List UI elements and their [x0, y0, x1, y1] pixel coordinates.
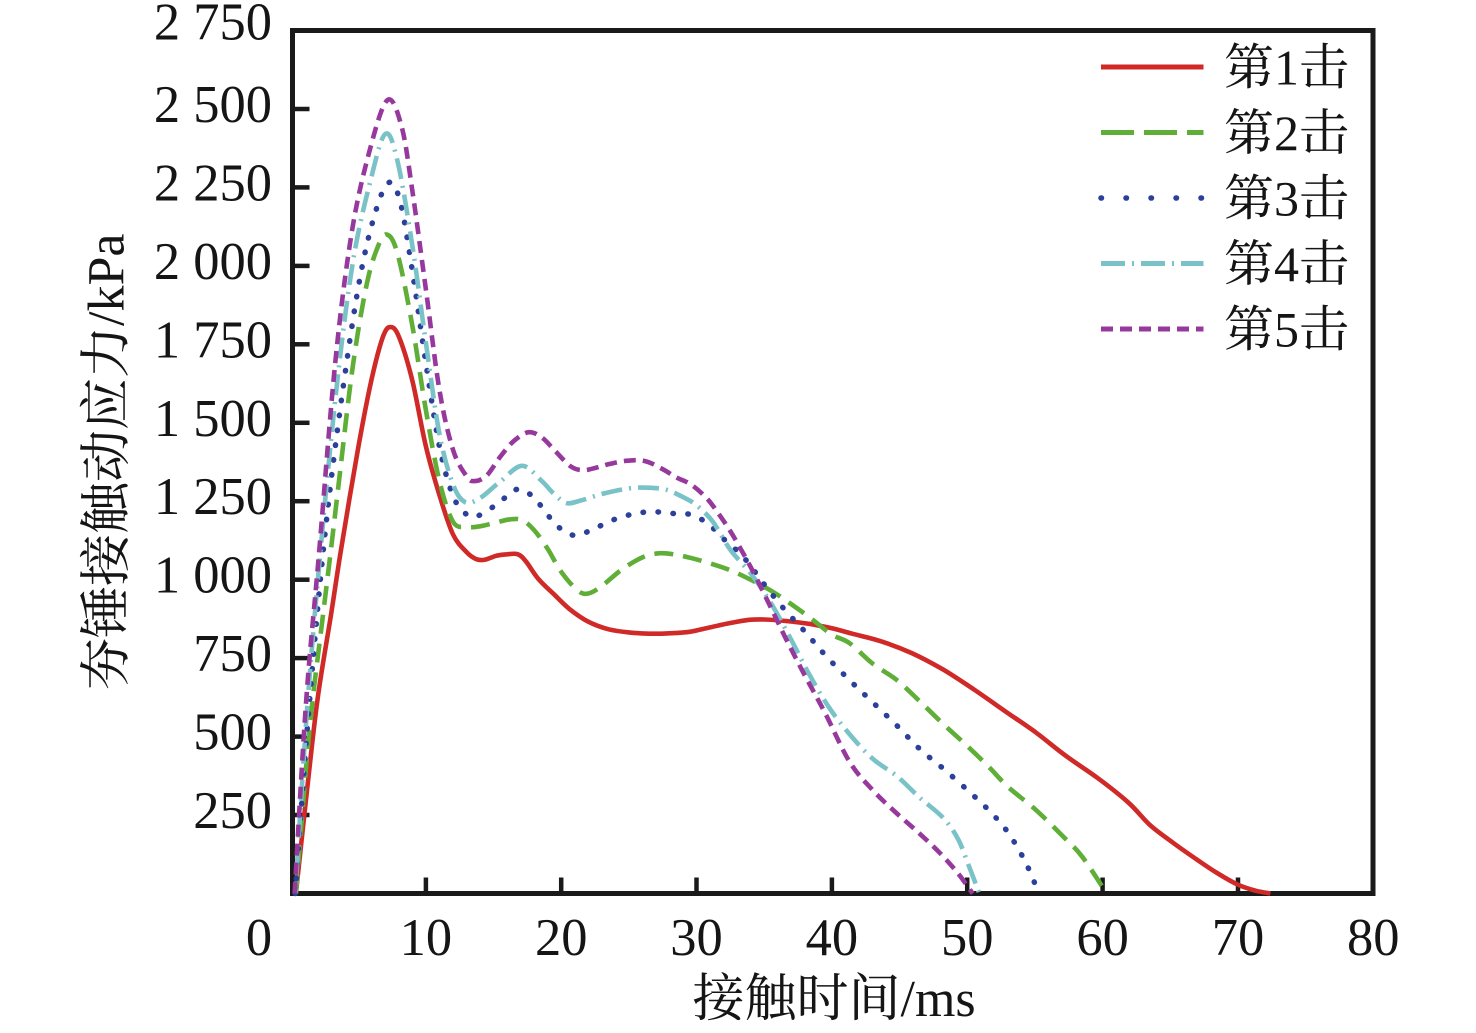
svg-text:1 500: 1 500 [154, 390, 272, 448]
svg-text:1 000: 1 000 [154, 547, 272, 605]
svg-text:/kPa: /kPa [79, 234, 136, 326]
svg-text:2: 2 [1274, 105, 1299, 161]
svg-text:30: 30 [670, 909, 723, 967]
svg-text:2 000: 2 000 [154, 233, 272, 291]
svg-text:1 250: 1 250 [154, 468, 272, 526]
svg-text:2 750: 2 750 [154, 0, 272, 52]
svg-text:20: 20 [535, 909, 588, 967]
svg-text:5: 5 [1274, 302, 1299, 358]
svg-text:60: 60 [1076, 909, 1129, 967]
svg-text:4: 4 [1274, 236, 1299, 292]
svg-text:10: 10 [400, 909, 453, 967]
svg-text:/ms: /ms [901, 971, 976, 1028]
svg-text:500: 500 [193, 704, 272, 762]
svg-text:80: 80 [1347, 909, 1400, 967]
svg-text:3: 3 [1274, 171, 1299, 227]
svg-text:1 750: 1 750 [154, 311, 272, 369]
svg-text:2 500: 2 500 [154, 76, 272, 134]
svg-text:70: 70 [1212, 909, 1265, 967]
svg-text:250: 250 [193, 782, 272, 840]
svg-text:750: 750 [193, 625, 272, 683]
svg-text:40: 40 [806, 909, 859, 967]
svg-text:2 250: 2 250 [154, 154, 272, 212]
svg-text:1: 1 [1274, 40, 1299, 96]
svg-text:0: 0 [246, 909, 272, 967]
svg-text:50: 50 [941, 909, 994, 967]
